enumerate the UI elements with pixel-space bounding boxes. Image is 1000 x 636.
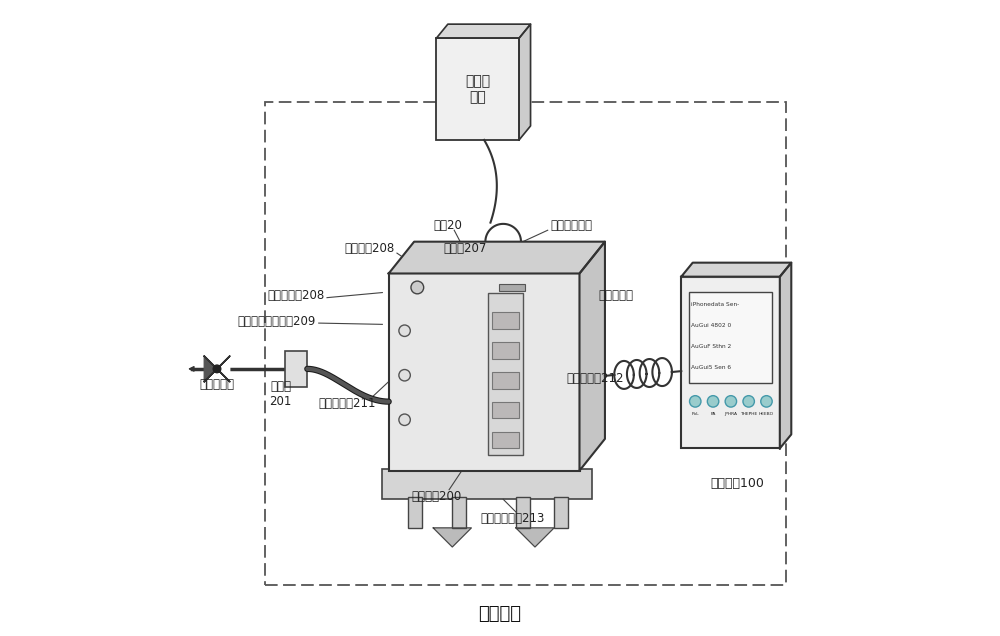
Bar bbox=[285, 351, 307, 387]
Polygon shape bbox=[204, 356, 217, 382]
Text: 外壳20: 外壳20 bbox=[433, 219, 462, 232]
Text: JPHRA: JPHRA bbox=[724, 412, 737, 416]
Bar bbox=[452, 497, 466, 528]
Bar bbox=[492, 432, 519, 448]
Text: 电源指示灯208: 电源指示灯208 bbox=[268, 289, 325, 302]
Bar bbox=[492, 342, 519, 359]
Polygon shape bbox=[389, 242, 605, 273]
Bar bbox=[436, 38, 519, 140]
Bar bbox=[389, 273, 580, 471]
Text: 注水孔207: 注水孔207 bbox=[443, 242, 487, 254]
Circle shape bbox=[411, 281, 424, 294]
Text: 液压调平装置213: 液压调平装置213 bbox=[481, 512, 545, 525]
Bar bbox=[488, 293, 523, 455]
Bar bbox=[382, 469, 592, 499]
Text: PA: PA bbox=[710, 412, 716, 416]
Text: AuGui5 Sen 6: AuGui5 Sen 6 bbox=[691, 364, 731, 370]
Text: 集水器阀门: 集水器阀门 bbox=[199, 378, 234, 391]
Text: iPhonedata Sen-: iPhonedata Sen- bbox=[691, 301, 740, 307]
Polygon shape bbox=[217, 356, 230, 382]
Bar bbox=[265, 102, 786, 585]
Text: HEEBO: HEEBO bbox=[759, 412, 774, 416]
Polygon shape bbox=[681, 263, 791, 277]
Bar bbox=[681, 277, 780, 448]
Bar bbox=[554, 497, 568, 528]
Bar bbox=[408, 497, 422, 528]
Polygon shape bbox=[519, 24, 531, 140]
Circle shape bbox=[399, 325, 410, 336]
Circle shape bbox=[707, 396, 719, 407]
Text: THEPHE: THEPHE bbox=[740, 412, 757, 416]
Text: 数据传输线: 数据传输线 bbox=[599, 289, 634, 302]
Polygon shape bbox=[433, 528, 471, 547]
Circle shape bbox=[399, 370, 410, 381]
Bar bbox=[492, 372, 519, 389]
Polygon shape bbox=[436, 24, 531, 38]
Text: AuGuF Sthn 2: AuGuF Sthn 2 bbox=[691, 343, 732, 349]
Polygon shape bbox=[516, 528, 554, 547]
Text: 微型泵状态指示灯209: 微型泵状态指示灯209 bbox=[237, 315, 316, 328]
Text: 控制装置100: 控制装置100 bbox=[710, 477, 764, 490]
Circle shape bbox=[761, 396, 772, 407]
Polygon shape bbox=[580, 242, 605, 471]
Circle shape bbox=[399, 414, 410, 425]
Circle shape bbox=[213, 365, 221, 373]
Text: 检测装置: 检测装置 bbox=[479, 605, 522, 623]
Text: PxL: PxL bbox=[691, 412, 699, 416]
Text: 执行单元200: 执行单元200 bbox=[411, 490, 462, 502]
Circle shape bbox=[725, 396, 737, 407]
Text: 水准盒
信号: 水准盒 信号 bbox=[465, 74, 490, 104]
Bar bbox=[492, 402, 519, 418]
Bar bbox=[689, 292, 772, 383]
Text: 连接头
201: 连接头 201 bbox=[269, 380, 292, 408]
Bar bbox=[499, 284, 525, 291]
Text: 水位指示孔212: 水位指示孔212 bbox=[567, 372, 624, 385]
Text: 水准盒数据线: 水准盒数据线 bbox=[551, 219, 593, 232]
Polygon shape bbox=[780, 263, 791, 448]
Circle shape bbox=[743, 396, 754, 407]
Text: 急停开关208: 急停开关208 bbox=[344, 242, 395, 254]
Bar bbox=[492, 312, 519, 329]
Text: 缺水指示灯211: 缺水指示灯211 bbox=[319, 398, 376, 410]
Circle shape bbox=[690, 396, 701, 407]
Text: AuGui 4802 0: AuGui 4802 0 bbox=[691, 322, 732, 328]
Bar bbox=[516, 497, 530, 528]
